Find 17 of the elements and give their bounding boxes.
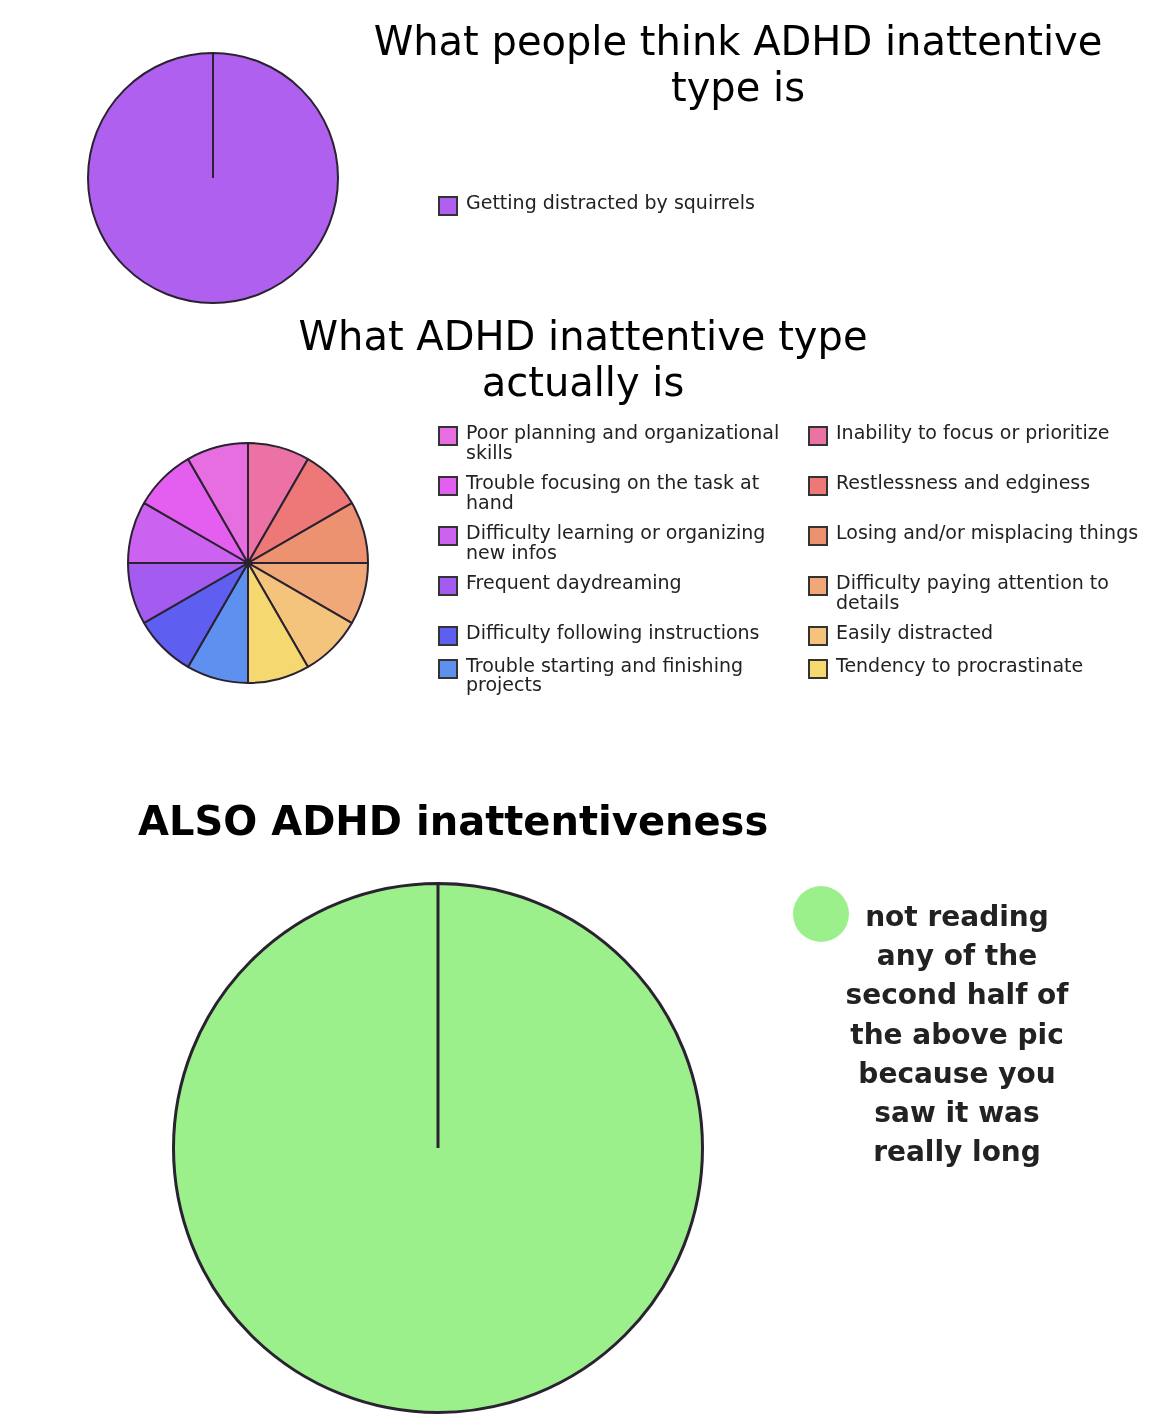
- legend-label: Easily distracted: [836, 620, 994, 643]
- legend-label: Tendency to procrastinate: [836, 653, 1084, 676]
- legend-label: Trouble starting and finishing projects: [466, 653, 744, 696]
- chart-title: What people think ADHD inattentive type is: [372, 18, 1104, 110]
- legend-label: not reading any of the second half of the above pic because you saw it was really long: [844, 899, 1070, 1171]
- legend-label: Difficulty paying attention to details: [836, 570, 1110, 613]
- legend-label: Inability to focus or prioritize: [836, 421, 1110, 443]
- legend-label: Poor planning and organizational skills: [466, 421, 781, 463]
- legend-label: Difficulty following instructions: [466, 620, 760, 643]
- legend-label: Trouble focusing on the task at hand: [466, 470, 761, 513]
- legend-label: Getting distracted by squirrels: [466, 191, 755, 213]
- legend-label: Restlessness and edginess: [836, 470, 1091, 493]
- legend-label: Losing and/or misplacing things: [836, 520, 1139, 543]
- legend-label: Frequent daydreaming: [466, 570, 682, 593]
- legend-label: Difficulty learning or organizing new infos: [466, 520, 767, 563]
- chart-title: ALSO ADHD inattentiveness: [138, 798, 770, 844]
- chart-title: What ADHD inattentive type actually is: [297, 313, 869, 405]
